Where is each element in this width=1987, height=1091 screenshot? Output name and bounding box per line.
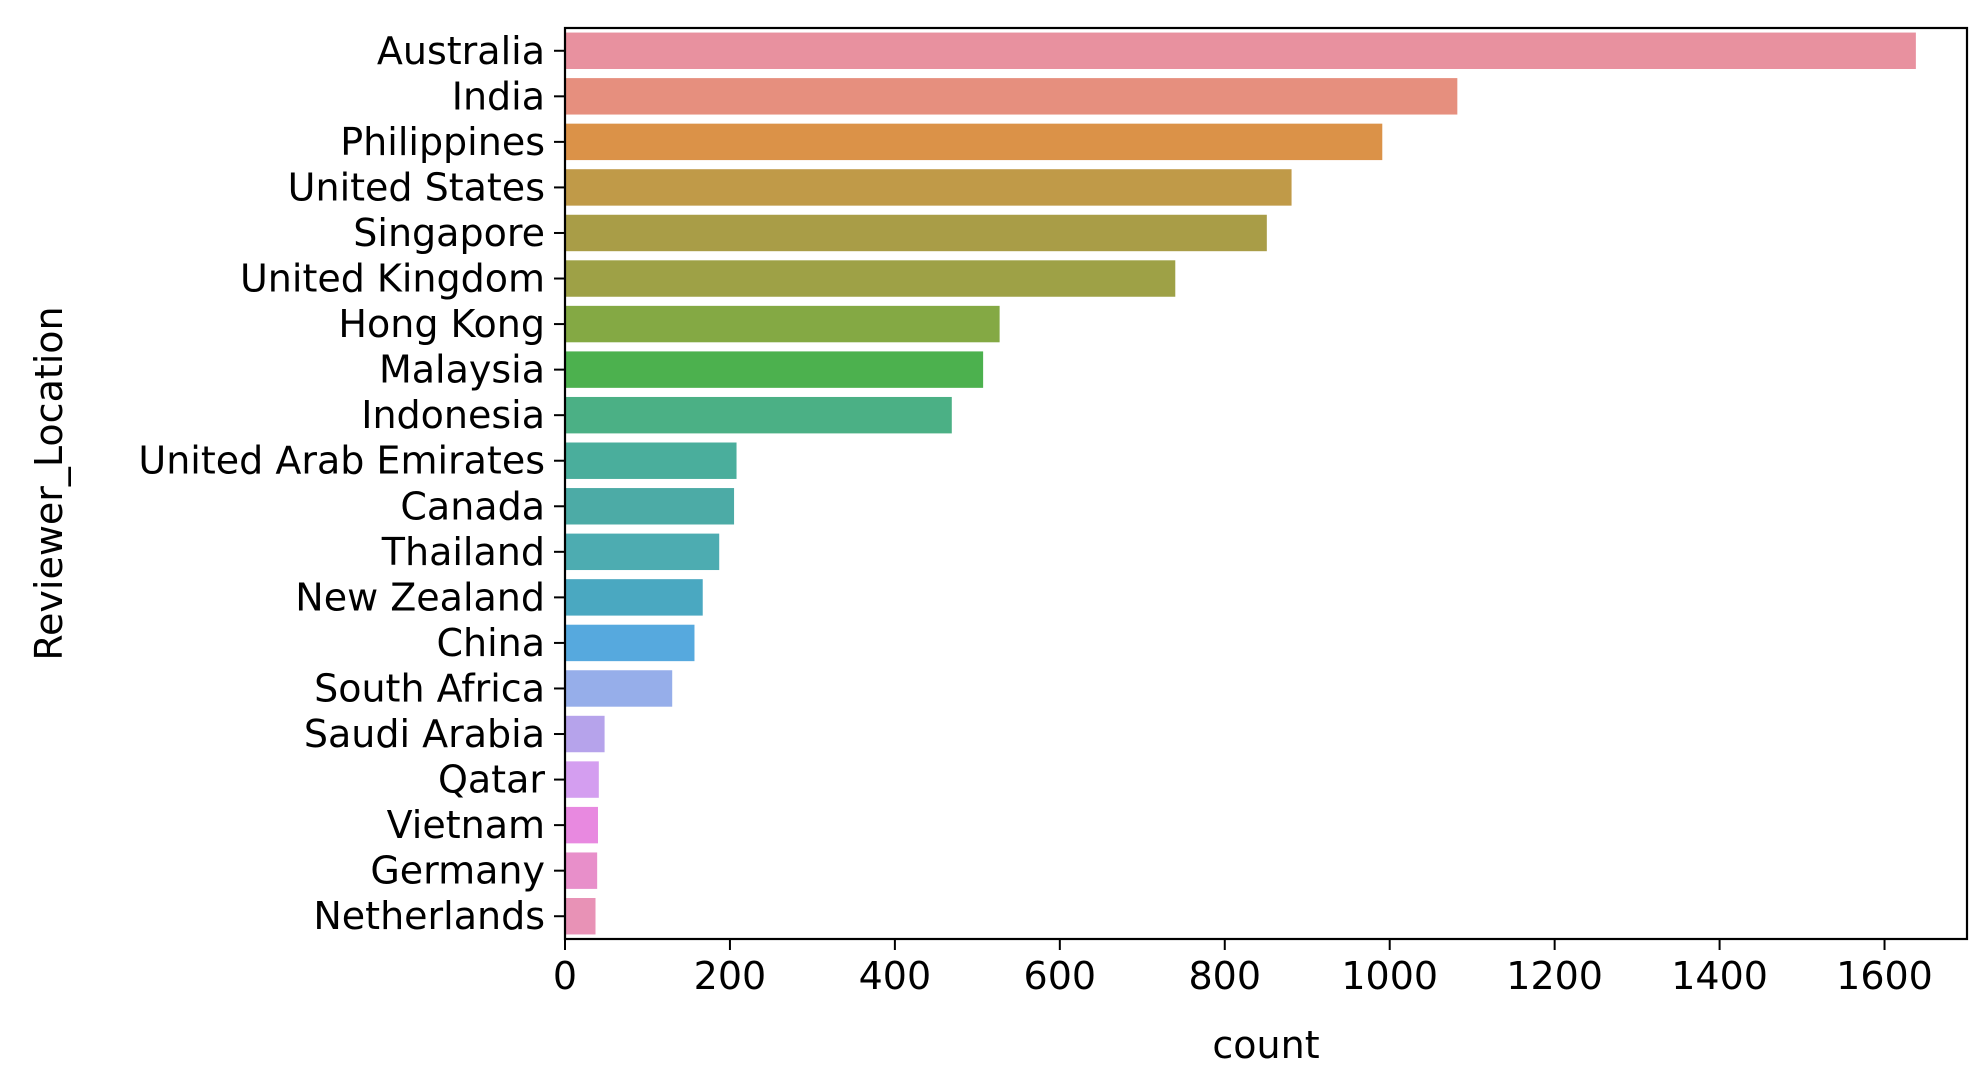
y-tick-label: China [436,621,545,665]
bar-united-kingdom [565,260,1176,297]
x-axis-ticks: 0 200 400 600 800 1000 1200 1400 1600 [553,939,1933,998]
y-tick-label: Saudi Arabia [304,712,545,756]
bar-australia [565,32,1916,69]
y-tick-label: United Arab Emirates [138,439,545,483]
y-tick-label: South Africa [314,666,545,710]
x-tick-label: 0 [553,954,577,998]
plot-frame [563,26,1969,941]
x-tick-label: 400 [859,954,932,998]
bar-new-zealand [565,579,703,616]
y-tick-label: Hong Kong [338,302,545,346]
y-tick-label: United States [288,165,545,209]
bar-canada [565,488,735,525]
x-tick-label: 1600 [1836,954,1933,998]
bars-group [565,32,1916,935]
y-tick-label: Australia [377,29,545,73]
y-tick-label: Malaysia [379,348,545,392]
bar-germany [565,852,598,889]
bar-malaysia [565,351,984,388]
y-tick-label: Netherlands [313,894,545,938]
y-tick-label: Qatar [438,758,545,802]
y-tick-label: Thailand [381,530,545,574]
bar-philippines [565,123,1383,161]
y-tick-label: Germany [370,849,545,893]
y-tick-label: Philippines [340,120,545,164]
bar-indonesia [565,396,952,434]
bar-saudi-arabia [565,715,605,753]
bar-south-africa [565,670,673,707]
y-tick-label: Indonesia [361,393,545,437]
y-axis-title: Reviewer_Location [27,306,71,660]
x-tick-label: 800 [1188,954,1261,998]
bar-united-states [565,169,1292,206]
bar-singapore [565,214,1267,252]
y-tick-label: Vietnam [387,803,545,847]
bar-hong-kong [565,305,1000,343]
x-tick-label: 1000 [1341,954,1438,998]
x-tick-label: 1400 [1671,954,1768,998]
y-tick-label: New Zealand [295,575,545,619]
bar-india [565,78,1458,115]
x-tick-label: 600 [1024,954,1097,998]
bar-netherlands [565,898,596,935]
y-tick-label: United Kingdom [240,257,545,301]
y-tick-label: Singapore [353,211,545,255]
x-axis-title: count [1212,1023,1319,1067]
bar-thailand [565,533,720,571]
bar-china [565,624,695,662]
bar-qatar [565,761,599,798]
x-tick-label: 200 [694,954,767,998]
bar-vietnam [565,806,598,844]
y-tick-label: India [452,74,545,118]
x-tick-label: 1200 [1506,954,1603,998]
y-tick-label: Canada [400,484,545,528]
bar-united-arab-emirates [565,442,737,479]
